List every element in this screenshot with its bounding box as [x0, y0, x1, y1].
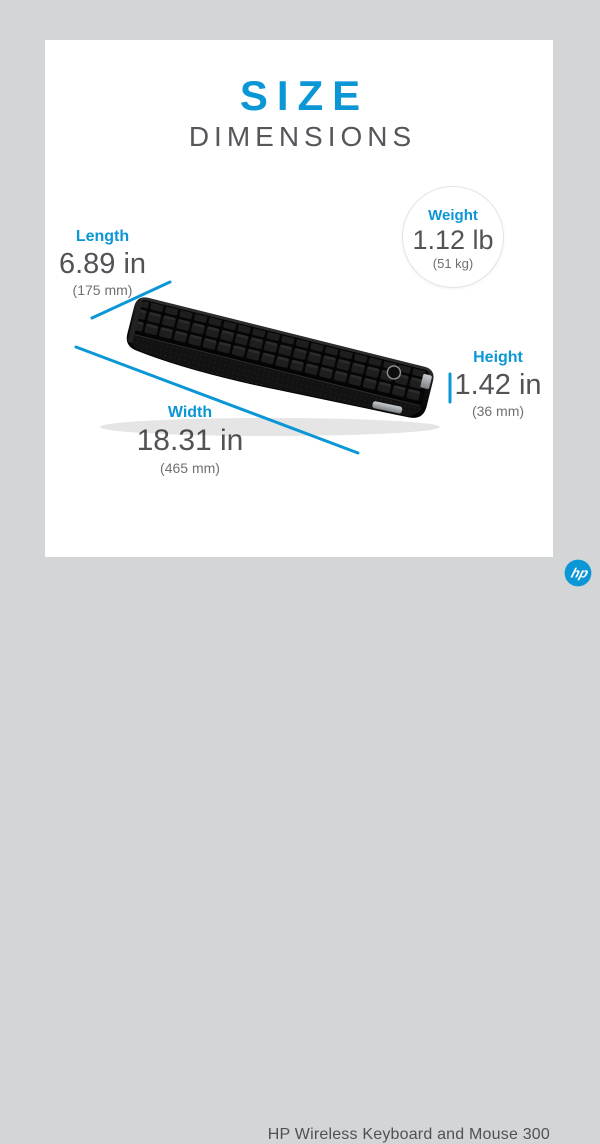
product-name: HP Wireless Keyboard and Mouse 300 — [267, 1126, 550, 1143]
width-metric: (465 mm) — [160, 459, 220, 476]
length-label: Length — [75, 228, 130, 245]
width-label: Width — [167, 404, 213, 421]
height-block: Height 1.42 in (36 mm) — [450, 349, 546, 419]
width-block: Width 18.31 in (465 mm) — [117, 404, 263, 476]
hp-logo-circle — [564, 559, 592, 587]
footer-bar: HP Wireless Keyboard and Mouse 300 — [0, 557, 600, 1143]
height-value: 1.42 in — [454, 369, 542, 401]
length-value: 6.89 in — [58, 248, 147, 280]
hp-logo-text: hp — [569, 566, 590, 581]
height-metric: (36 mm) — [471, 403, 525, 420]
page-title: SIZE — [239, 72, 370, 119]
weight-value: 1.12 lb — [412, 224, 494, 255]
length-metric: (175 mm) — [72, 282, 133, 299]
page-subtitle: DIMENSIONS — [188, 121, 417, 152]
length-block: Length 6.89 in (175 mm) — [25, 228, 180, 298]
height-label: Height — [473, 349, 523, 366]
weight-badge: Weight 1.12 lb (51 kg) — [402, 186, 504, 288]
hp-logo: hp — [564, 559, 592, 587]
weight-label: Weight — [428, 206, 478, 224]
infographic-page: { "title": { "main": "SIZE", "subtitle":… — [0, 40, 600, 1143]
width-value: 18.31 in — [136, 424, 244, 457]
weight-metric: (51 kg) — [432, 256, 474, 272]
